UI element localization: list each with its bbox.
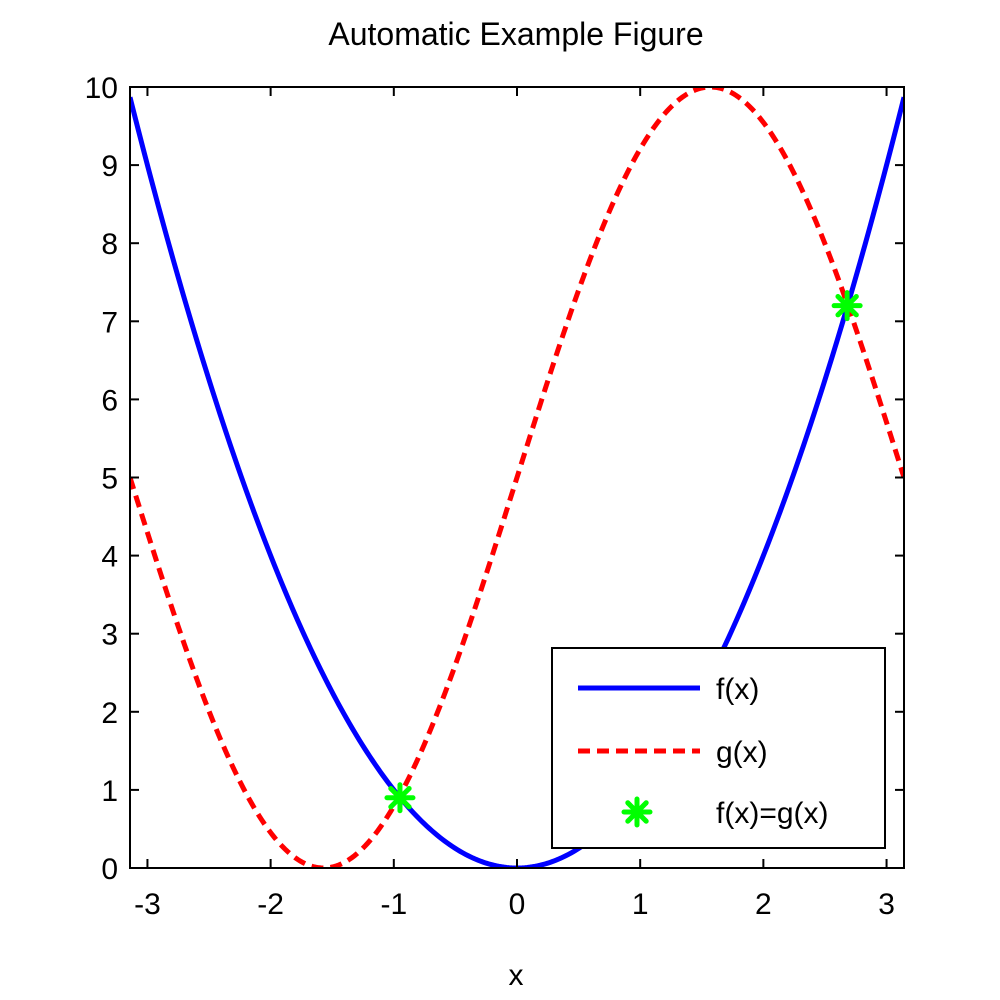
legend-label-1: g(x) — [716, 736, 768, 769]
series-line-0 — [130, 96, 904, 868]
legend-label-2: f(x)=g(x) — [716, 797, 829, 830]
y-tick-label-7: 7 — [101, 306, 118, 339]
x-tick-label-1: -2 — [257, 888, 284, 921]
legend-box — [551, 647, 886, 849]
y-tick-label-1: 1 — [101, 775, 118, 808]
intersection-point-1 — [831, 290, 863, 322]
x-axis-label: x — [509, 959, 524, 992]
y-tick-label-0: 0 — [101, 853, 118, 886]
legend: f(x) g(x) f(x)=g(x) — [551, 647, 886, 849]
y-tick-label-2: 2 — [101, 697, 118, 730]
x-tick-label-6: 3 — [878, 888, 895, 921]
series-layer — [130, 87, 904, 868]
legend-label-0: f(x) — [716, 673, 759, 706]
y-tick-label-6: 6 — [101, 384, 118, 417]
series-line-1 — [130, 87, 904, 868]
y-tick-label-5: 5 — [101, 463, 118, 496]
y-tick-label-10: 10 — [85, 72, 118, 105]
intersection-point-0 — [384, 782, 416, 814]
y-tick-label-8: 8 — [101, 228, 118, 261]
legend-marker-2 — [621, 796, 653, 828]
x-tick-label-5: 2 — [755, 888, 772, 921]
x-tick-label-2: -1 — [380, 888, 407, 921]
y-tick-label-4: 4 — [101, 541, 118, 574]
ticks-layer: -3 -2 -1 0 1 2 3 0 1 2 3 4 5 6 7 8 9 10 — [85, 72, 904, 921]
chart-title: Automatic Example Figure — [328, 16, 703, 52]
y-tick-label-9: 9 — [101, 150, 118, 183]
y-tick-label-3: 3 — [101, 619, 118, 652]
x-tick-label-4: 1 — [632, 888, 649, 921]
x-tick-label-0: -3 — [134, 888, 161, 921]
x-tick-label-3: 0 — [509, 888, 526, 921]
